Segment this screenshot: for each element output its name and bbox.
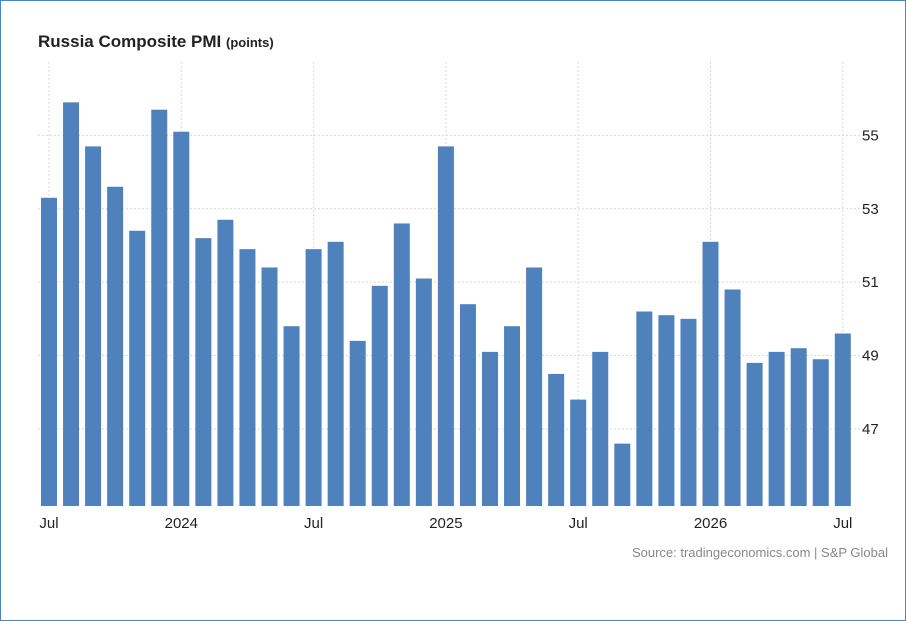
bar[interactable] [813, 359, 829, 506]
bar[interactable] [195, 238, 211, 506]
bar[interactable] [173, 132, 189, 506]
bar[interactable] [747, 363, 763, 506]
bar[interactable] [151, 110, 167, 506]
bar[interactable] [284, 326, 300, 506]
x-tick-label: Jul [569, 515, 588, 532]
bar[interactable] [460, 304, 476, 506]
bar[interactable] [262, 267, 278, 506]
bar[interactable] [239, 249, 255, 506]
x-tick-label: Jul [833, 515, 852, 532]
y-tick-label: 47 [862, 421, 879, 438]
bar[interactable] [658, 315, 674, 506]
bar[interactable] [85, 146, 101, 506]
bar[interactable] [438, 146, 454, 506]
y-tick-label: 55 [862, 127, 879, 144]
bar[interactable] [107, 187, 123, 506]
x-tick-label: Jul [39, 515, 58, 532]
bar[interactable] [504, 326, 520, 506]
bar[interactable] [482, 352, 498, 506]
bar[interactable] [680, 319, 696, 506]
x-tick-label: 2025 [429, 515, 462, 532]
bar[interactable] [703, 242, 719, 506]
y-axis-ticks: 47 49 51 53 55 [862, 127, 879, 438]
y-tick-label: 51 [862, 274, 879, 291]
bars [41, 102, 851, 506]
bar[interactable] [725, 290, 741, 506]
bar[interactable] [41, 198, 57, 506]
x-tick-label: 2024 [165, 515, 198, 532]
x-tick-label: Jul [304, 515, 323, 532]
y-tick-label: 53 [862, 201, 879, 218]
bar[interactable] [63, 102, 79, 506]
bar[interactable] [372, 286, 388, 506]
x-tick-label: 2026 [694, 515, 727, 532]
bar[interactable] [129, 231, 145, 506]
source-note: Source: tradingeconomics.com | S&P Globa… [632, 545, 888, 560]
bar[interactable] [328, 242, 344, 506]
bar[interactable] [306, 249, 322, 506]
bar[interactable] [592, 352, 608, 506]
bar[interactable] [416, 278, 432, 506]
bar[interactable] [548, 374, 564, 506]
bar[interactable] [217, 220, 233, 506]
bar[interactable] [570, 400, 586, 506]
bar[interactable] [769, 352, 785, 506]
bar[interactable] [835, 334, 851, 506]
x-axis-ticks: Jul 2024 Jul 2025 Jul 2026 Jul [39, 515, 852, 532]
bar[interactable] [614, 444, 630, 506]
bar[interactable] [526, 267, 542, 506]
bar[interactable] [791, 348, 807, 506]
y-tick-label: 49 [862, 348, 879, 365]
bar[interactable] [636, 312, 652, 506]
bar[interactable] [394, 223, 410, 506]
bar[interactable] [350, 341, 366, 506]
